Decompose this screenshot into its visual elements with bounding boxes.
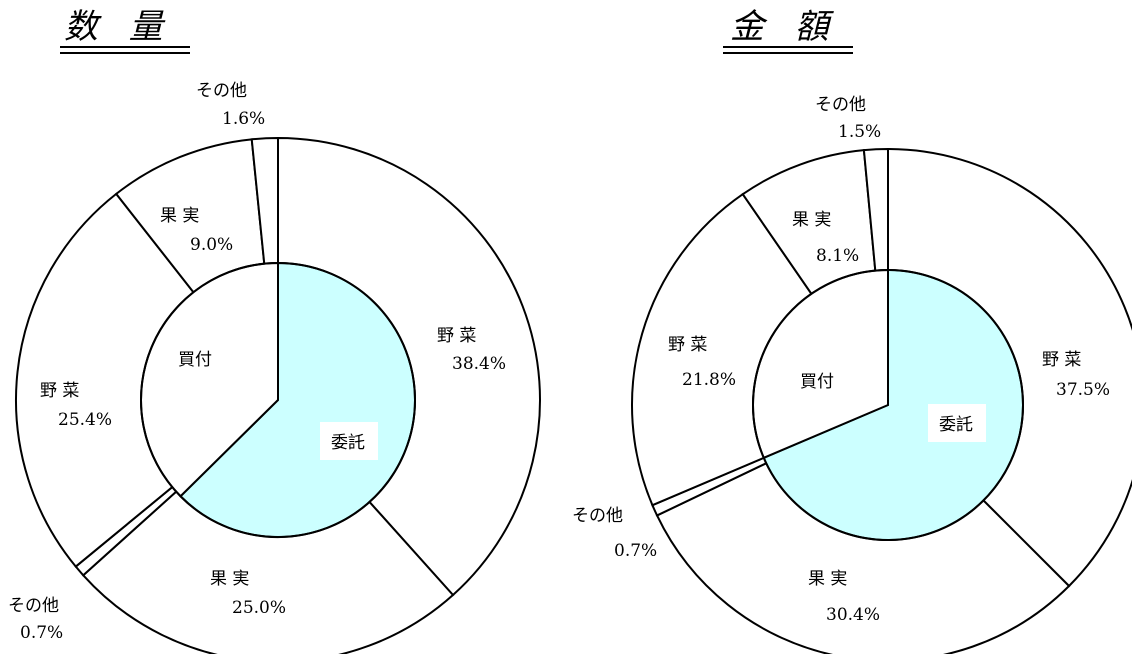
chart-1-outer-value-4: 9.0% — [190, 235, 233, 255]
chart-1-outer-label-3: 野 菜 — [40, 381, 79, 401]
chart-1-outer-label-2: その他 — [8, 596, 59, 616]
chart-2-outer-value-0: 37.5% — [1056, 380, 1110, 400]
chart-2-title: 金 額 — [730, 7, 839, 47]
chart-1-outer-label-4: 果 実 — [160, 206, 199, 226]
chart-2-inner-label-0: 委託 — [939, 415, 973, 435]
chart-1-inner-label-0: 委託 — [331, 433, 365, 453]
chart-1-labels: 野 菜 38.4% 果 実 25.0% その他 0.7% 野 菜 25.4% 果… — [8, 81, 506, 643]
chart-2-inner-label-box-0 — [928, 404, 986, 442]
chart-1-title-group: 数 量 — [60, 7, 190, 54]
chart-2-outer-label-2: その他 — [572, 506, 623, 526]
chart-1-outer-value-5: 1.6% — [222, 109, 265, 129]
chart-2-title-group: 金 額 — [723, 7, 853, 54]
chart-2-outer-value-2: 0.7% — [614, 541, 657, 561]
chart-2-outer-label-5: その他 — [815, 95, 866, 115]
chart-2-outer-label-3: 野 菜 — [668, 335, 707, 355]
chart-2-outer-label-4: 果 実 — [792, 210, 831, 230]
chart-2-inner-label-1: 買付 — [800, 372, 834, 392]
chart-1-outer-label-1: 果 実 — [210, 569, 249, 589]
chart-1-inner-outline — [140, 262, 416, 538]
chart-2-donut — [631, 147, 1132, 654]
chart-1-outer-value-0: 38.4% — [452, 354, 506, 374]
chart-1-outer-value-1: 25.0% — [232, 598, 286, 618]
chart-2-outer-label-1: 果 実 — [808, 569, 847, 589]
chart-2-labels: 野 菜 37.5% 果 実 30.4% その他 0.7% 野 菜 21.8% 果… — [572, 95, 1110, 625]
chart-1-inner-label-1: 買付 — [178, 350, 212, 370]
chart-1-donut — [15, 136, 541, 654]
chart-1-title: 数 量 — [64, 7, 173, 47]
chart-1-outer-value-2: 0.7% — [20, 623, 63, 643]
chart-2-outer-label-0: 野 菜 — [1042, 350, 1081, 370]
chart-2-outer-value-1: 30.4% — [826, 605, 880, 625]
chart-2-inner-outline — [752, 269, 1024, 541]
chart-1-inner-label-box-0 — [320, 422, 378, 460]
chart-1-outer-label-0: 野 菜 — [437, 326, 476, 346]
chart-2-outer-value-3: 21.8% — [682, 370, 736, 390]
chart-1-outer-value-3: 25.4% — [58, 410, 112, 430]
chart-2-outer-value-5: 1.5% — [838, 122, 881, 142]
chart-1-outer-label-5: その他 — [196, 81, 247, 101]
chart-2-outer-value-4: 8.1% — [816, 246, 859, 266]
